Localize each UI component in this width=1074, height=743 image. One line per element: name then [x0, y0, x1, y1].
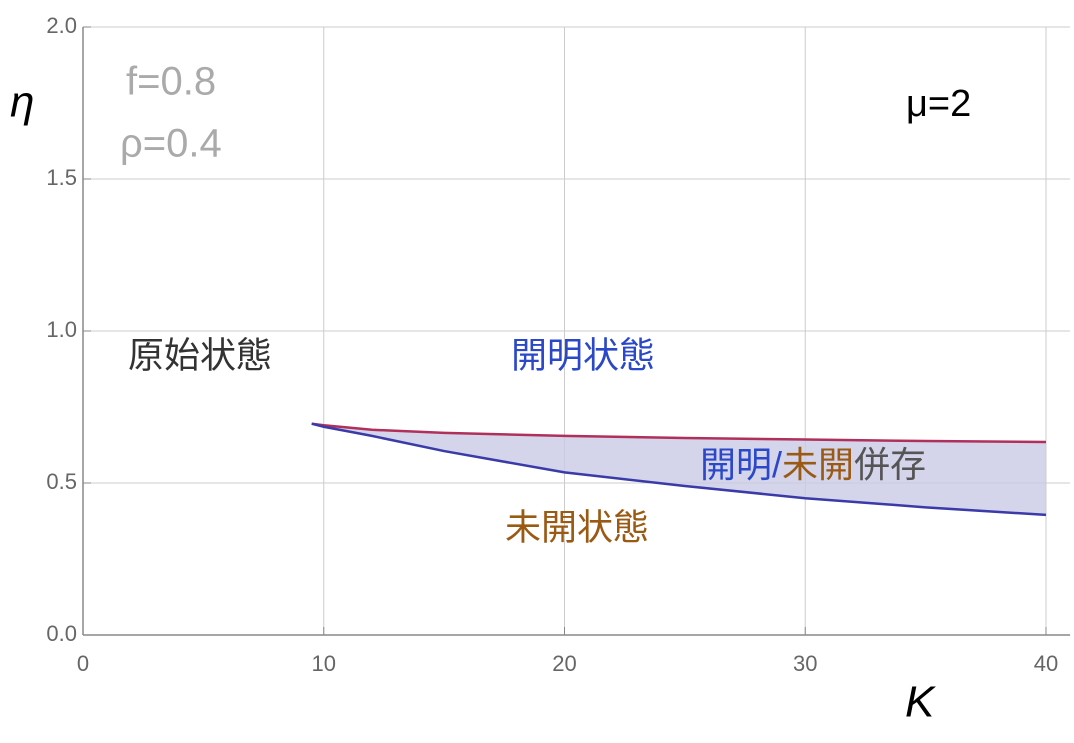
- annotation: 原始状態: [128, 335, 272, 376]
- y-axis-label: η: [10, 78, 34, 127]
- annotation: 未開状態: [505, 507, 649, 548]
- annotation-part: /: [772, 444, 782, 485]
- x-axis-label: K: [905, 678, 936, 727]
- plot: [311, 422, 1047, 517]
- x-tick-label: 10: [312, 651, 336, 676]
- x-tick-label: 20: [552, 651, 576, 676]
- annotation-part: 未開: [782, 444, 854, 485]
- y-tick-label: 1.5: [46, 165, 77, 190]
- annotation-part: 開明: [700, 444, 772, 485]
- series-line: [311, 422, 1047, 444]
- y-tick-label: 0.0: [46, 621, 77, 646]
- x-tick-label: 0: [77, 651, 89, 676]
- series-line: [311, 422, 1047, 517]
- annotation: 開明状態: [511, 335, 655, 376]
- annotation: ρ=0.4: [120, 122, 222, 166]
- fill-area: [311, 423, 1046, 515]
- y-tick-label: 2.0: [46, 13, 77, 38]
- x-tick-label: 40: [1034, 651, 1058, 676]
- y-tick-label: 0.5: [46, 469, 77, 494]
- annotation: μ=2: [906, 83, 971, 125]
- annotation: f=0.8: [126, 60, 216, 104]
- grid: 0 10 20 30 40 0.0 0.5 1.0 1.5 2.0: [46, 13, 1071, 676]
- annotation: 開明/未開併存: [700, 444, 926, 485]
- y-tick-label: 1.0: [46, 317, 77, 342]
- annotation-part: 併存: [854, 444, 926, 485]
- x-tick-label: 30: [793, 651, 817, 676]
